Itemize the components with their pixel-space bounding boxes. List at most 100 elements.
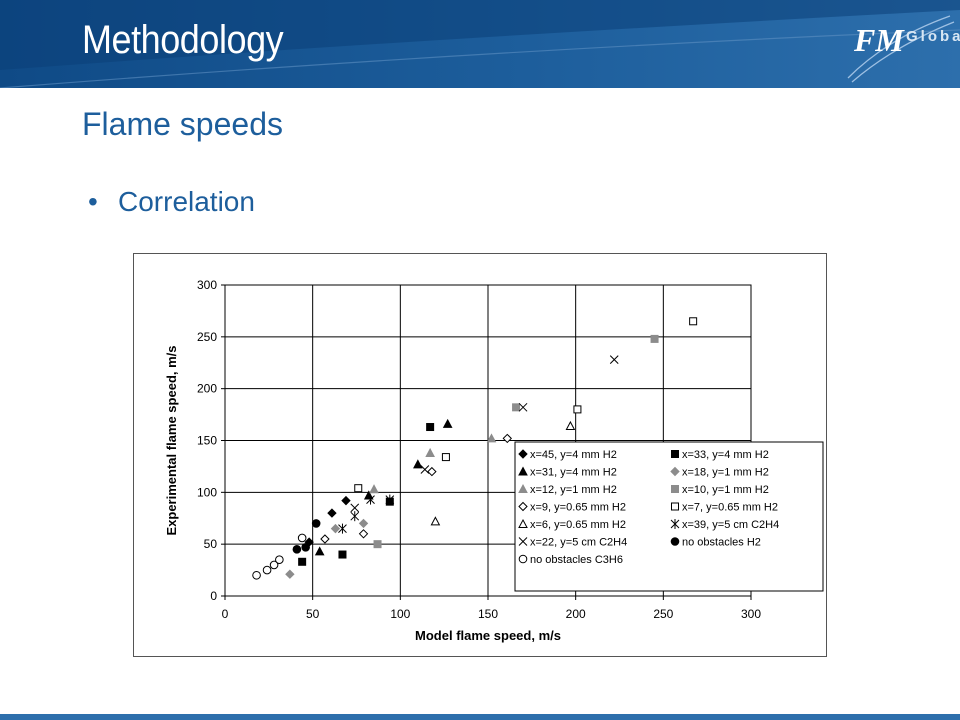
data-point <box>502 433 512 444</box>
data-point-shape <box>441 453 450 462</box>
data-point <box>425 447 435 457</box>
data-point-shape <box>689 317 698 326</box>
bullet-icon: • <box>88 186 98 217</box>
data-point-shape <box>341 495 351 506</box>
legend-label: x=45, y=4 mm H2 <box>530 449 617 461</box>
data-point-shape <box>565 420 576 430</box>
data-point-shape <box>262 565 272 575</box>
legend-marker <box>518 501 528 512</box>
data-point <box>275 555 284 565</box>
y-tick-label: 250 <box>197 330 217 344</box>
data-point <box>350 503 360 513</box>
legend-marker <box>670 537 680 546</box>
legend-box <box>514 441 824 592</box>
data-point <box>341 495 351 506</box>
data-point-stroke <box>518 402 528 412</box>
data-point <box>430 516 441 526</box>
y-tick-label: 200 <box>197 382 217 396</box>
data-point <box>350 511 360 522</box>
data-point-shape <box>512 403 521 412</box>
data-point <box>518 402 528 412</box>
data-point <box>301 542 310 552</box>
x-tick-label: 200 <box>566 607 586 621</box>
data-point <box>338 550 347 559</box>
legend-marker-shape <box>518 501 528 512</box>
legend-marker-shape <box>518 554 528 564</box>
data-point-shape <box>320 534 330 544</box>
data-point-shape <box>486 433 497 443</box>
legend-label: x=22, y=5 cm C2H4 <box>530 537 627 549</box>
x-tick-label: 300 <box>741 607 761 621</box>
data-point <box>354 484 363 493</box>
legend-label: x=6, y=0.65 mm H2 <box>530 519 626 531</box>
legend-marker-shape <box>671 450 679 458</box>
legend-label: x=9, y=0.65 mm H2 <box>530 502 626 514</box>
data-point-shape <box>358 518 369 529</box>
data-point <box>338 523 347 534</box>
chart-frame: 0 50 100 150 200 250 300 0 50 100 150 200 250 300 Mode… <box>133 253 827 657</box>
legend-label: no obstacles C3H6 <box>530 554 623 566</box>
slide-title: Methodology <box>82 18 284 62</box>
legend-label: x=39, y=5 cm C2H4 <box>682 519 779 531</box>
data-point-shape <box>292 545 302 554</box>
legend-marker-shape <box>671 485 679 493</box>
data-point <box>565 420 576 430</box>
legend-marker <box>518 537 528 546</box>
data-point-shape <box>369 484 379 494</box>
legend-marker-shape <box>518 483 528 493</box>
header-swoosh <box>0 0 960 88</box>
header-bar: Methodology FM Global <box>0 0 960 88</box>
bullet-text: Correlation <box>118 186 255 217</box>
data-point <box>385 494 395 505</box>
fm-global-logo: FM Global <box>838 8 960 84</box>
data-point-shape <box>430 516 441 526</box>
data-point <box>297 533 307 543</box>
data-point-shape <box>573 405 582 414</box>
legend-marker-shape <box>670 537 680 546</box>
data-point-shape <box>427 466 437 477</box>
data-point <box>573 405 582 414</box>
data-point <box>426 423 435 432</box>
data-point-shape <box>442 418 453 428</box>
legend-label: x=10, y=1 mm H2 <box>682 484 769 496</box>
x-tick-label: 0 <box>222 607 229 621</box>
data-point <box>427 466 437 477</box>
data-point <box>327 508 337 518</box>
data-point <box>330 523 341 534</box>
legend-marker-shape <box>518 518 528 528</box>
data-point-shape <box>425 447 435 457</box>
data-point-shape <box>301 542 310 552</box>
data-point-shape <box>358 529 369 539</box>
data-point-stroke <box>609 355 619 364</box>
legend-label: x=7, y=0.65 mm H2 <box>682 502 778 514</box>
data-point-shape <box>285 569 295 579</box>
data-point <box>441 453 450 462</box>
data-point <box>298 557 307 566</box>
data-point-shape <box>354 484 363 493</box>
legend-label: x=33, y=4 mm H2 <box>682 449 769 461</box>
data-point <box>373 540 382 549</box>
data-point <box>314 546 325 556</box>
data-point-shape <box>311 519 321 528</box>
legend-marker <box>518 554 528 564</box>
x-tick-label: 250 <box>653 607 673 621</box>
x-tick-label: 50 <box>306 607 320 621</box>
data-point-stroke <box>420 465 430 474</box>
data-point-shape <box>650 334 659 343</box>
legend-marker <box>518 466 528 476</box>
legend-marker <box>671 485 679 493</box>
data-point <box>320 534 330 544</box>
legend-marker-shape <box>518 449 528 459</box>
legend-label: no obstacles H2 <box>682 537 761 549</box>
data-point <box>358 529 369 539</box>
data-point <box>269 560 279 570</box>
data-point <box>512 403 521 412</box>
legend-marker-shape <box>518 466 528 476</box>
logo-global-text: Global <box>906 28 960 45</box>
legend-marker <box>671 502 679 511</box>
data-point-shape <box>252 570 261 580</box>
data-point <box>292 545 302 554</box>
legend-marker <box>670 466 680 477</box>
legend-marker-shape <box>671 502 679 511</box>
y-tick-label: 100 <box>197 485 217 499</box>
